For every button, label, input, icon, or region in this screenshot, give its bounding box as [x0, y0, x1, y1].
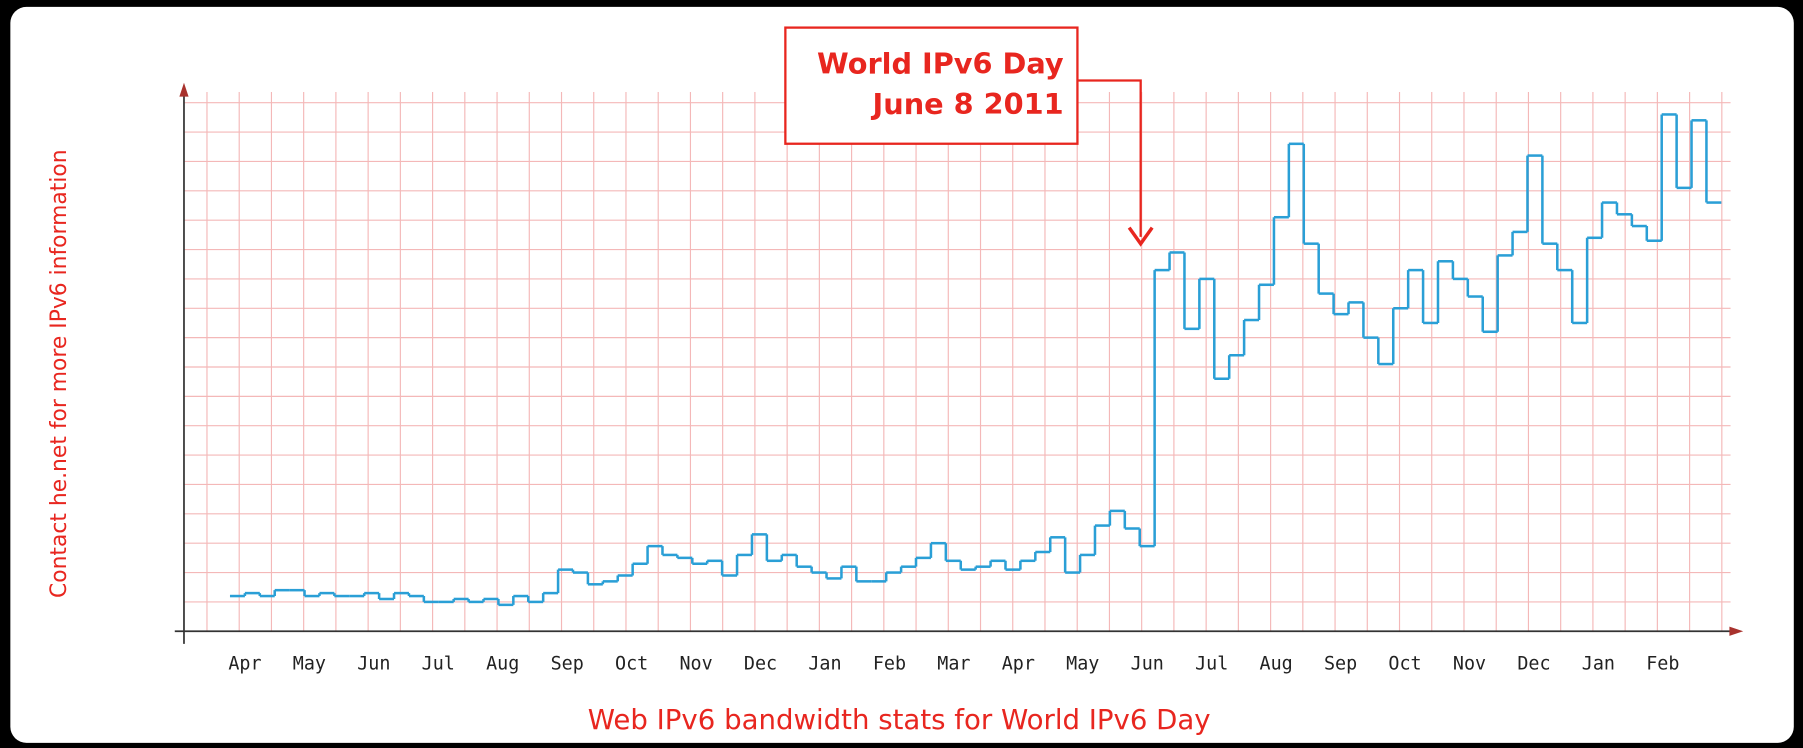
x-tick-label: Feb	[1646, 654, 1679, 675]
x-tick-label: Aug	[1260, 654, 1293, 675]
x-tick-label: Jun	[357, 654, 390, 675]
chart-title: Web IPv6 bandwidth stats for World IPv6 …	[588, 703, 1211, 736]
x-tick-label: Dec	[744, 654, 777, 675]
x-tick-label: Oct	[615, 654, 648, 675]
x-tick-label: Feb	[873, 654, 906, 675]
x-tick-label: Nov	[679, 654, 712, 675]
step-connectors	[243, 114, 1708, 605]
x-tick-label: Jul	[422, 654, 455, 675]
x-tick-label: May	[293, 654, 326, 675]
annotation-line: June 8 2011	[871, 87, 1064, 121]
annotation-box	[784, 26, 1079, 145]
x-tick-label: Mar	[937, 654, 970, 675]
x-tick-label: Dec	[1517, 654, 1550, 675]
plot	[229, 113, 1722, 607]
annotation-arrowhead	[1127, 226, 1154, 247]
x-tick-label: Sep	[1324, 654, 1357, 675]
x-tick-label: Nov	[1453, 654, 1486, 675]
x-tick-label: Jan	[1582, 654, 1615, 675]
x-tick-label: Jul	[1195, 654, 1228, 675]
x-tick-label: Jun	[1131, 654, 1164, 675]
y-axis-label: Contact he.net for more IPv6 information	[47, 149, 72, 598]
x-tick-label: Oct	[1388, 654, 1421, 675]
x-tick-label: May	[1066, 654, 1099, 675]
x-tick-label: Apr	[1002, 654, 1035, 675]
x-tick-label: Aug	[486, 654, 519, 675]
y-axis-arrow	[179, 82, 189, 97]
x-tick-label: Jan	[808, 654, 841, 675]
x-tick-label: Apr	[228, 654, 261, 675]
annotation-line: World IPv6 Day	[817, 47, 1064, 81]
x-axis-arrow	[1729, 626, 1744, 636]
x-tick-label: Sep	[551, 654, 584, 675]
annotation-arrow	[1077, 79, 1142, 237]
